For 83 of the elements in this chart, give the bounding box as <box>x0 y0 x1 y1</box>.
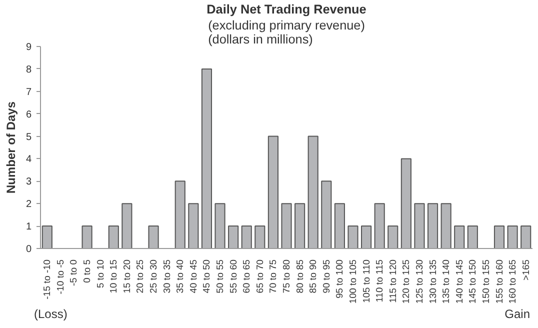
y-axis-title: Number of Days <box>4 101 18 194</box>
y-tick-label: 3 <box>26 176 32 188</box>
x-tick-label: 140 to 145 <box>454 259 464 304</box>
x-tick-label: 160 to 165 <box>508 259 518 304</box>
bar <box>440 203 452 248</box>
bar <box>414 203 425 248</box>
x-tick-label: 75 to 80 <box>282 259 292 294</box>
x-tick-label: 35 to 40 <box>175 259 186 294</box>
y-tick-label: 7 <box>26 86 32 98</box>
bar <box>254 226 266 248</box>
bar <box>188 203 199 248</box>
bar <box>374 203 385 248</box>
x-tick-label: 70 to 75 <box>268 259 278 294</box>
x-tick-label: 150 to 155 <box>480 259 491 304</box>
bar <box>494 226 505 248</box>
x-tick-label: 25 to 30 <box>148 259 159 294</box>
y-tick-label: 4 <box>26 154 32 166</box>
x-tick-label: 15 to 20 <box>122 259 132 294</box>
bar <box>400 158 412 248</box>
y-tick-label: 2 <box>26 199 32 210</box>
bar <box>122 203 132 248</box>
x-tick-label: 10 to 15 <box>108 259 119 294</box>
x-tick-label: 105 to 110 <box>361 259 372 303</box>
bar <box>467 226 478 248</box>
text: (Loss) <box>34 306 68 323</box>
bar <box>281 203 292 248</box>
x-tick-label: 65 to 70 <box>254 259 265 294</box>
x-tick-label: 110 to 115 <box>374 259 385 302</box>
x-tick-label: 30 to 35 <box>162 259 172 294</box>
bar <box>507 226 518 248</box>
x-tick-label: 135 to 140 <box>441 259 452 304</box>
bar <box>108 226 119 248</box>
x-tick-label: 20 to 25 <box>135 259 146 294</box>
bar <box>294 203 306 248</box>
x-tick-label: 40 to 45 <box>188 259 198 294</box>
bar <box>214 203 226 248</box>
y-tick-label: 9 <box>26 42 32 53</box>
chart-subtitle: (excluding primary revenue) (dollars in millions) <box>208 18 365 46</box>
y-tick-label: 5 <box>26 132 32 143</box>
x-tick-label: 145 to 150 <box>468 259 478 304</box>
bar <box>201 68 212 248</box>
x-tick-label: 125 to 130 <box>414 259 424 304</box>
bar <box>334 203 345 248</box>
y-tick-label: 1 <box>26 222 32 233</box>
y-tick-label: 0 <box>26 244 32 255</box>
chart-title: Daily Net Trading Revenue <box>206 2 366 16</box>
x-tick-label: 155 to 160 <box>494 259 504 304</box>
x-tick-label: 60 to 65 <box>242 259 252 294</box>
text: Gain <box>504 306 530 323</box>
x-tick-label: 120 to 125 <box>401 259 412 304</box>
bar <box>174 180 186 248</box>
bar <box>388 226 398 248</box>
x-tick-label: 50 to 55 <box>215 259 226 294</box>
bar <box>520 226 532 248</box>
bar <box>308 136 318 248</box>
x-tick-label: 95 to 100 <box>334 259 345 298</box>
bar <box>427 203 438 248</box>
bar <box>454 226 465 248</box>
x-tick-label: -15 to -10 <box>42 259 52 300</box>
x-tick-label: 45 to 50 <box>202 259 212 294</box>
x-tick-label: >165 <box>520 259 531 281</box>
x-tick-label: 80 to 85 <box>294 259 305 294</box>
x-tick-label: 0 to 5 <box>82 259 92 283</box>
bar <box>228 226 239 248</box>
bar <box>360 226 372 248</box>
x-tick-label: 100 to 105 <box>348 259 358 304</box>
bar <box>241 226 252 248</box>
bar <box>42 226 52 248</box>
bar <box>321 180 332 248</box>
x-tick-label: 85 to 90 <box>308 259 318 294</box>
x-tick-label: 130 to 135 <box>428 259 438 304</box>
bar <box>268 136 278 248</box>
x-tick-label: 90 to 95 <box>321 259 332 294</box>
x-tick-label: 115 to 120 <box>388 259 398 303</box>
x-tick-label: 55 to 60 <box>228 259 238 294</box>
x-tick-label: -10 to -5 <box>55 259 66 294</box>
bar <box>148 226 159 248</box>
bar <box>348 226 358 248</box>
y-tick-label: 6 <box>26 109 32 120</box>
x-tick-label: -5 to 0 <box>68 259 79 286</box>
y-tick-label: 8 <box>26 64 32 76</box>
bar <box>82 226 92 248</box>
x-tick-label: 5 to 10 <box>95 259 106 288</box>
